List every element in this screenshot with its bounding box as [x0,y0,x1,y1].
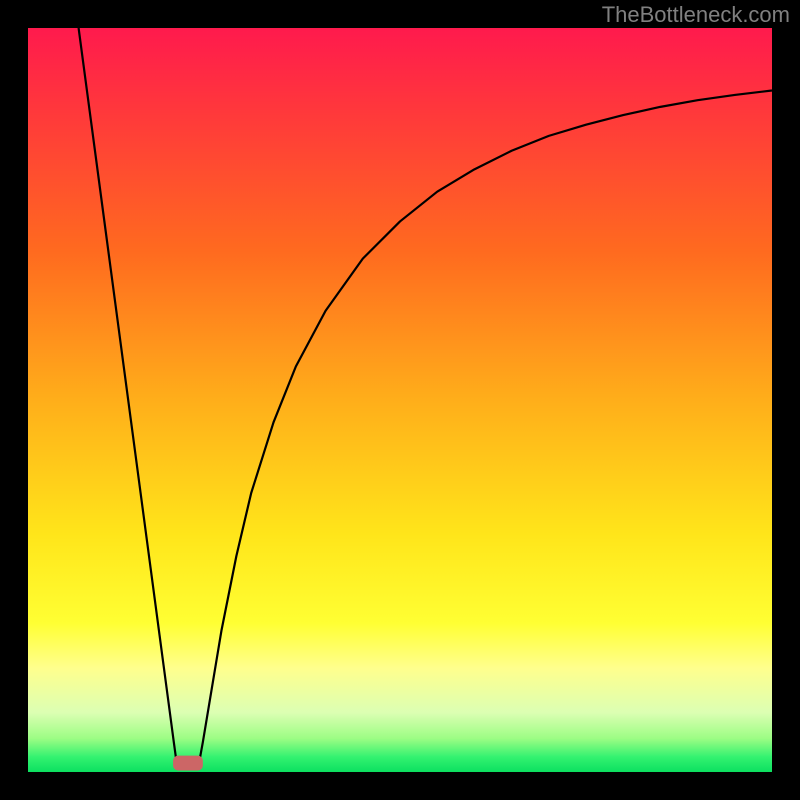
chart-container: TheBottleneck.com [0,0,800,800]
minimum-marker [173,756,203,771]
watermark-text: TheBottleneck.com [602,2,790,28]
chart-svg [28,28,772,772]
gradient-background [28,28,772,772]
plot-area [28,28,772,772]
